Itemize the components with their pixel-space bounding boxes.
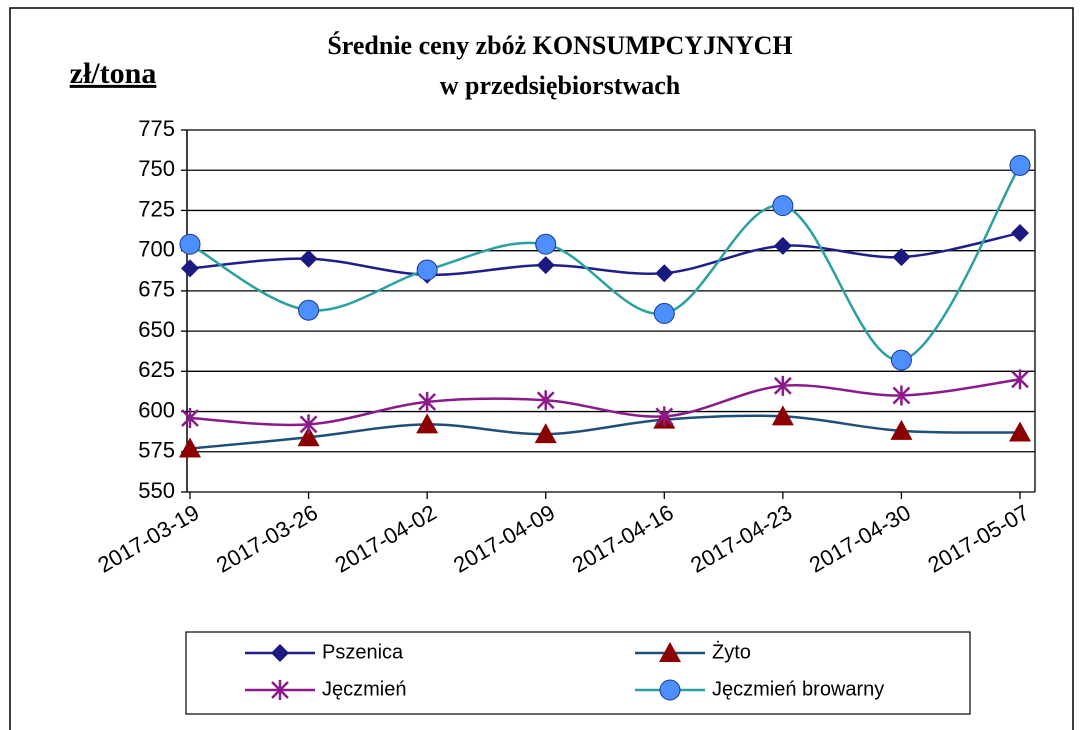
data-point [655,264,674,283]
data-point [181,407,199,428]
data-point [771,405,794,426]
y-tick-label: 600 [138,397,175,422]
data-point [773,375,792,396]
data-point [534,423,557,444]
data-point [299,249,318,268]
legend-box [185,631,971,715]
chart-subtitle: w przedsiębiorstwach [440,71,681,100]
y-tick-label: 650 [138,317,175,342]
data-point [299,414,318,435]
data-point [892,248,911,267]
data-point [416,259,438,281]
y-tick-label: 675 [138,277,175,302]
data-point [653,302,675,324]
data-point [297,426,320,447]
data-point [1009,154,1031,176]
y-tick-label: 775 [138,116,175,141]
legend-label: Pszenica [322,641,404,663]
data-point [535,233,557,255]
data-point [890,349,912,371]
data-point [1011,369,1029,390]
legend-label: Jęczmień browarny [712,678,884,700]
y-tick-label: 750 [138,156,175,181]
y-tick-label: 575 [138,438,175,463]
y-tick-label: 700 [138,236,175,261]
legend-marker [659,642,681,662]
legend-marker [271,680,289,700]
legend-label: Żyto [712,640,751,663]
y-tick-label: 725 [138,196,175,221]
y-tick-label: 625 [138,357,175,382]
data-point [890,419,913,440]
data-point [418,391,437,412]
legend-label: Jęczmień [322,678,406,700]
data-point [179,437,201,458]
data-point [179,233,201,255]
data-point [1009,421,1031,442]
data-point [772,195,794,217]
y-tick-label: 550 [138,478,175,503]
data-point [298,299,320,321]
series-line [189,378,1021,427]
data-point [536,256,555,275]
legend-marker [659,679,681,701]
data-point [536,390,555,411]
data-point [181,259,199,278]
chart-title: Średnie ceny zbóż KONSUMPCYJNYCH [327,31,792,60]
y-axis-label: zł/tona [70,57,157,90]
series-line [189,414,1021,450]
data-point [1011,223,1029,242]
data-point [655,406,674,427]
data-point [892,385,911,406]
data-point [416,413,439,434]
legend-marker [271,644,289,662]
data-point [773,236,792,255]
